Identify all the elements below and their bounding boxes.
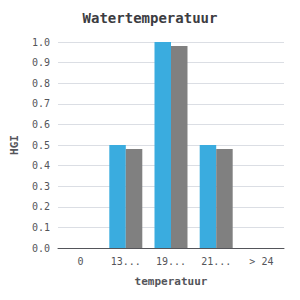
svg-text:HGI: HGI [8,135,21,155]
svg-text:0.0: 0.0 [32,243,50,254]
svg-text:0.4: 0.4 [32,160,50,171]
svg-text:0.5: 0.5 [32,140,50,151]
svg-text:19...: 19... [156,256,186,267]
svg-text:0.9: 0.9 [32,57,50,68]
svg-text:temperatuur: temperatuur [135,275,208,288]
svg-text:0.8: 0.8 [32,78,50,89]
svg-text:> 24: > 24 [249,256,273,267]
svg-text:21...: 21... [201,256,231,267]
svg-text:0.6: 0.6 [32,119,50,130]
svg-text:0: 0 [78,256,84,267]
svg-text:0.7: 0.7 [32,98,50,109]
svg-text:0.2: 0.2 [32,201,50,212]
svg-text:1.0: 1.0 [32,37,50,48]
svg-text:Watertemperatuur: Watertemperatuur [83,10,218,26]
svg-text:0.3: 0.3 [32,181,50,192]
svg-text:13...: 13... [111,256,141,267]
svg-text:0.1: 0.1 [32,222,50,233]
